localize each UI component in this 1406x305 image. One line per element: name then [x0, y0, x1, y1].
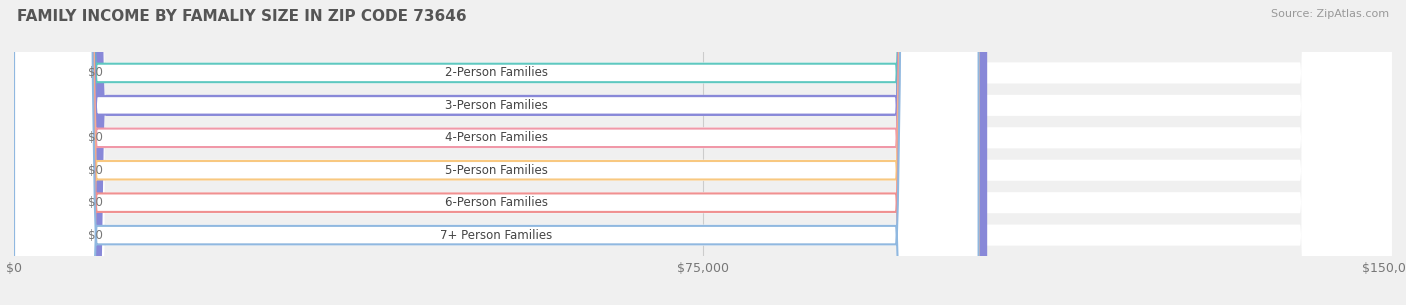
FancyBboxPatch shape [14, 0, 51, 305]
FancyBboxPatch shape [14, 0, 979, 305]
FancyBboxPatch shape [14, 0, 51, 305]
Text: 7+ Person Families: 7+ Person Families [440, 229, 553, 242]
FancyBboxPatch shape [14, 0, 51, 305]
Text: Source: ZipAtlas.com: Source: ZipAtlas.com [1271, 9, 1389, 19]
Text: 4-Person Families: 4-Person Families [444, 131, 548, 144]
Text: 2-Person Families: 2-Person Families [444, 66, 548, 79]
FancyBboxPatch shape [14, 0, 1392, 305]
FancyBboxPatch shape [14, 0, 979, 305]
FancyBboxPatch shape [14, 0, 1392, 305]
FancyBboxPatch shape [14, 0, 979, 305]
FancyBboxPatch shape [14, 0, 979, 305]
Text: $0: $0 [87, 66, 103, 79]
Text: $0: $0 [87, 229, 103, 242]
Text: 3-Person Families: 3-Person Families [444, 99, 548, 112]
FancyBboxPatch shape [14, 0, 1392, 305]
FancyBboxPatch shape [14, 0, 51, 305]
Text: $105,938: $105,938 [907, 99, 969, 112]
FancyBboxPatch shape [14, 0, 1392, 305]
FancyBboxPatch shape [14, 0, 979, 305]
FancyBboxPatch shape [14, 0, 1392, 305]
Text: 5-Person Families: 5-Person Families [444, 164, 548, 177]
FancyBboxPatch shape [14, 0, 979, 305]
Text: $0: $0 [87, 196, 103, 209]
FancyBboxPatch shape [14, 0, 987, 305]
FancyBboxPatch shape [14, 0, 51, 305]
FancyBboxPatch shape [14, 0, 1392, 305]
Text: 6-Person Families: 6-Person Families [444, 196, 548, 209]
Text: $0: $0 [87, 164, 103, 177]
Text: $0: $0 [87, 131, 103, 144]
Text: FAMILY INCOME BY FAMALIY SIZE IN ZIP CODE 73646: FAMILY INCOME BY FAMALIY SIZE IN ZIP COD… [17, 9, 467, 24]
